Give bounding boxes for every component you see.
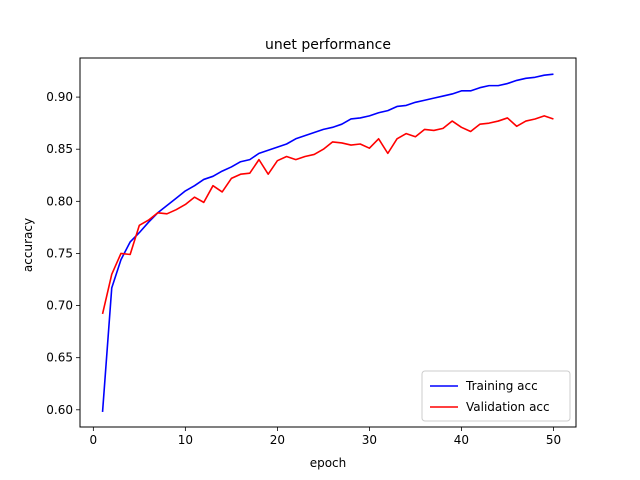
y-tick-label: 0.85: [46, 142, 73, 156]
y-axis: 0.60 0.65 0.70 0.75 0.80 0.85 0.90: [46, 90, 80, 417]
legend: Training acc Validation acc: [421, 370, 571, 422]
y-tick-label: 0.80: [46, 194, 73, 208]
y-tick-label: 0.60: [46, 403, 73, 417]
y-tick-label: 0.75: [46, 246, 73, 260]
series-line-validation-acc: [101, 115, 554, 315]
x-axis-label: epoch: [310, 456, 347, 470]
y-axis-label: accuracy: [21, 218, 35, 272]
x-tick-label: 20: [270, 433, 285, 447]
x-tick-label: 50: [546, 433, 561, 447]
y-tick-label: 0.65: [46, 351, 73, 365]
x-axis: 0 10 20 30 40 50: [90, 427, 561, 447]
series-line-training-acc: [101, 73, 554, 412]
plot-frame: [79, 57, 577, 428]
x-tick-label: 10: [178, 433, 193, 447]
y-tick-label: 0.70: [46, 299, 73, 313]
legend-box: [421, 370, 571, 422]
x-tick-label: 30: [362, 433, 377, 447]
legend-entry: Validation acc: [466, 400, 550, 414]
y-tick-label: 0.90: [46, 90, 73, 104]
legend-entry: Training acc: [465, 379, 538, 393]
x-tick-label: 40: [454, 433, 469, 447]
series-group: [101, 73, 554, 412]
chart-title: unet performance: [265, 37, 391, 53]
x-tick-label: 0: [90, 433, 98, 447]
